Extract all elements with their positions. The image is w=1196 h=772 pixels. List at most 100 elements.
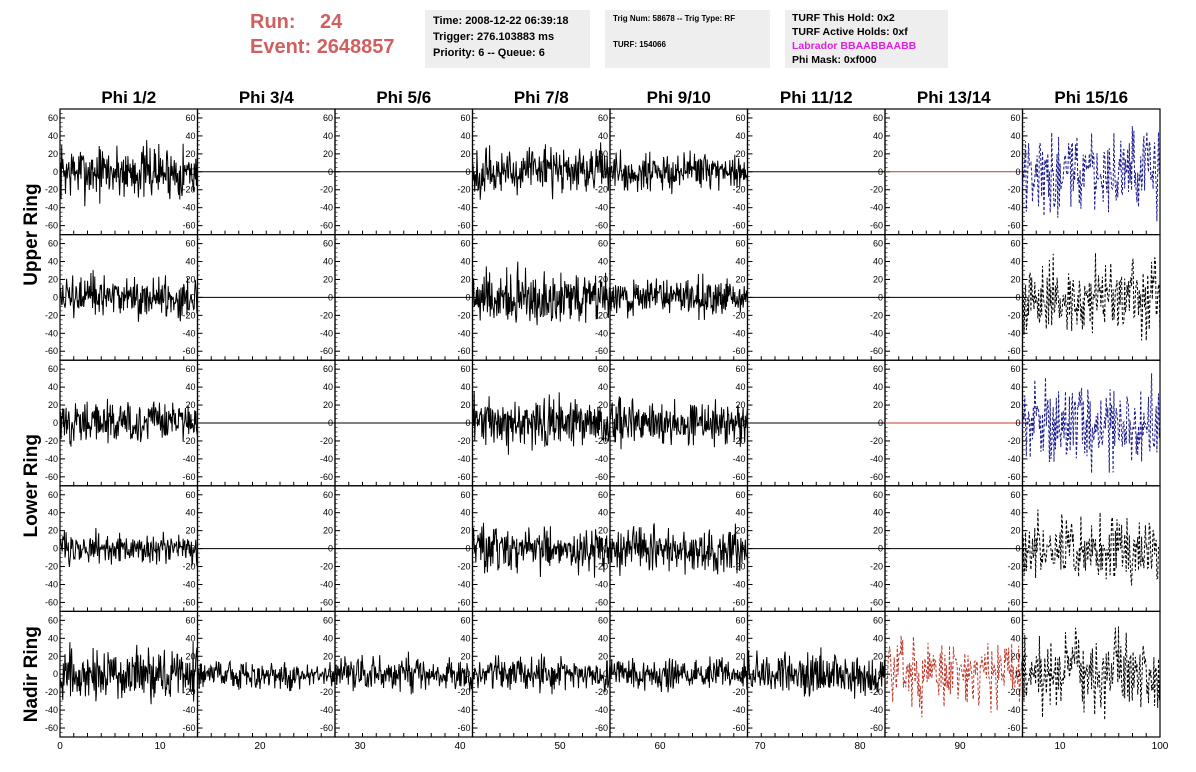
y-tick-label: -20 <box>45 687 58 697</box>
y-tick-label: -60 <box>732 221 745 231</box>
y-tick-label: 0 <box>53 544 58 554</box>
y-tick-label: -20 <box>457 310 470 320</box>
y-tick-label: -20 <box>732 562 745 572</box>
x-tick-label: 10 <box>1054 741 1066 752</box>
y-tick-label: -40 <box>870 203 883 213</box>
y-tick-label: -40 <box>45 705 58 715</box>
y-tick-label: 0 <box>603 544 608 554</box>
panel: -60 -40 -20 0 20 40 60 <box>320 485 474 612</box>
y-tick-label: 40 <box>735 508 745 518</box>
event-line: Event: 2648857 <box>250 35 420 60</box>
waveform-trace <box>59 140 198 207</box>
y-tick-label: -40 <box>182 454 195 464</box>
y-tick-label: 40 <box>185 131 195 141</box>
panel: -60 -40 -20 0 20 40 60 <box>595 108 749 236</box>
waveform-trace <box>59 270 198 322</box>
y-tick-label: 60 <box>48 364 58 374</box>
column-title: Phi 13/14 <box>917 88 991 107</box>
y-tick-label: -40 <box>732 203 745 213</box>
waveform-trace <box>472 261 611 326</box>
y-tick-label: -40 <box>457 705 470 715</box>
y-tick-label: -20 <box>870 562 883 572</box>
y-tick-label: 60 <box>1010 615 1020 625</box>
panel: -60 -40 -20 0 20 40 60 <box>870 485 1024 612</box>
row-title: Upper Ring <box>21 183 42 285</box>
y-tick-label: 0 <box>328 418 333 428</box>
panel: -60 -40 -20 0 20 40 60 <box>182 485 336 612</box>
panel: -60 -40 -20 0 20 40 60 <box>320 108 474 236</box>
y-tick-label: 20 <box>1010 274 1020 284</box>
panel: -60 -40 -20 0 20 40 60 <box>732 359 886 487</box>
y-tick-label: -20 <box>870 185 883 195</box>
waveform-trace <box>609 523 748 577</box>
y-tick-label: -20 <box>870 436 883 446</box>
y-tick-label: -60 <box>870 472 883 482</box>
y-tick-label: -60 <box>182 221 195 231</box>
y-tick-label: -60 <box>45 472 58 482</box>
y-tick-label: 60 <box>735 490 745 500</box>
waveform-trace <box>1022 626 1161 721</box>
y-tick-label: -40 <box>732 328 745 338</box>
y-tick-label: 20 <box>735 400 745 410</box>
y-tick-label: 0 <box>465 669 470 679</box>
y-tick-label: 40 <box>460 633 470 643</box>
y-tick-label: -40 <box>457 203 470 213</box>
x-tick-label: 30 <box>354 741 366 752</box>
y-tick-label: 20 <box>1010 526 1020 536</box>
y-tick-label: -20 <box>457 687 470 697</box>
y-tick-label: 0 <box>603 167 608 177</box>
y-tick-label: -60 <box>182 346 195 356</box>
y-tick-label: 60 <box>735 364 745 374</box>
y-tick-label: -60 <box>457 723 470 733</box>
y-tick-label: -60 <box>320 723 333 733</box>
y-tick-label: 60 <box>48 490 58 500</box>
y-tick-label: 60 <box>323 615 333 625</box>
y-tick-label: -20 <box>595 562 608 572</box>
y-tick-label: 40 <box>1010 633 1020 643</box>
y-tick-label: 0 <box>53 418 58 428</box>
y-tick-label: -20 <box>45 185 58 195</box>
y-tick-label: 40 <box>598 257 608 267</box>
y-tick-label: 60 <box>323 490 333 500</box>
panel: -60 -40 -20 0 20 40 60 <box>182 610 336 738</box>
y-tick-label: 20 <box>323 400 333 410</box>
y-tick-label: -60 <box>45 723 58 733</box>
y-tick-label: -40 <box>320 705 333 715</box>
column-title: Phi 11/12 <box>780 88 853 107</box>
y-tick-label: 60 <box>598 490 608 500</box>
y-tick-label: -20 <box>45 562 58 572</box>
panel: -60 -40 -20 0 20 40 60 <box>457 108 611 236</box>
y-tick-label: 20 <box>735 274 745 284</box>
y-tick-label: 0 <box>190 292 195 302</box>
y-tick-label: 0 <box>53 292 58 302</box>
y-tick-label: -20 <box>45 436 58 446</box>
y-tick-label: 20 <box>873 400 883 410</box>
y-tick-label: 60 <box>323 364 333 374</box>
y-tick-label: -40 <box>320 454 333 464</box>
y-tick-label: -40 <box>595 705 608 715</box>
panel: -60 -40 -20 0 20 40 60 <box>320 610 474 738</box>
trig-num-text: Trig Num: 58678 -- Trig Type: RF <box>613 14 736 23</box>
waveform-trace <box>59 527 198 568</box>
panel: -60 -40 -20 0 20 40 60 <box>595 234 749 361</box>
y-tick-label: 20 <box>185 400 195 410</box>
panel: -60 -40 -20 0 20 40 60 <box>870 610 1024 738</box>
turf-this-hold-text: TURF This Hold: 0x2 <box>792 12 895 24</box>
y-tick-label: -40 <box>595 328 608 338</box>
y-tick-label: -40 <box>1007 579 1020 589</box>
y-tick-label: 40 <box>735 633 745 643</box>
waveform-trace <box>609 656 748 693</box>
row-title: Lower Ring <box>21 434 42 537</box>
y-tick-label: 0 <box>740 292 745 302</box>
y-tick-label: 20 <box>323 149 333 159</box>
y-tick-label: 0 <box>740 167 745 177</box>
y-tick-label: 0 <box>740 418 745 428</box>
y-tick-label: -40 <box>595 579 608 589</box>
waveform-trace <box>1022 509 1161 586</box>
y-tick-label: 40 <box>185 508 195 518</box>
waveform-trace <box>197 659 336 692</box>
y-tick-label: 20 <box>598 274 608 284</box>
y-tick-label: 60 <box>598 364 608 374</box>
y-tick-label: -20 <box>320 310 333 320</box>
y-tick-label: 60 <box>1010 113 1020 123</box>
